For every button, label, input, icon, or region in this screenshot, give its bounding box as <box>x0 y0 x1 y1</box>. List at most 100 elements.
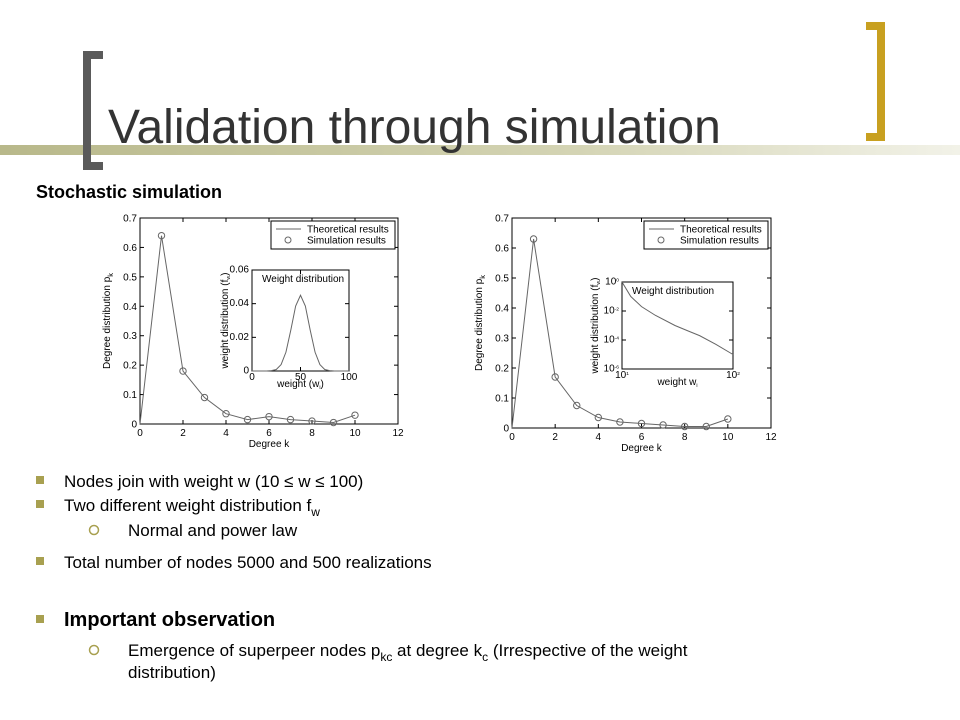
y-tick-label: 0.4 <box>123 302 137 313</box>
legend-swatch <box>284 236 292 244</box>
tick-exponent: -4 <box>615 336 620 342</box>
data-point <box>529 235 538 243</box>
y-tick-label: 0.04 <box>230 298 250 309</box>
legend-label: Theoretical results <box>307 225 389 236</box>
data-point <box>659 421 667 429</box>
title-rule <box>0 145 960 155</box>
subscript: k <box>106 273 115 277</box>
data-point <box>200 393 209 402</box>
subscript: kc <box>380 650 392 664</box>
y-tick-label: 100 <box>605 276 619 287</box>
text: Emergence of superpeer nodes p <box>128 641 380 660</box>
inset-title: Weight distribution <box>262 274 344 285</box>
tick-base: 10 <box>604 363 616 374</box>
y-tick-label: 0.06 <box>230 264 250 275</box>
x-axis-label: Degree k <box>249 439 291 450</box>
tick-exponent: 1 <box>626 371 629 377</box>
y-tick-label: 0 <box>131 420 137 431</box>
data-point <box>243 415 252 424</box>
y-tick-label: 0.3 <box>123 331 137 342</box>
plot-frame <box>251 269 350 372</box>
x-axis-label: weight (wi) <box>276 379 324 391</box>
y-axis-label: weight distribution (fw) <box>220 272 232 369</box>
data-point <box>680 422 689 431</box>
y-tick-label: 0.1 <box>123 390 137 401</box>
bullet <box>36 500 44 508</box>
data-line <box>252 294 349 372</box>
tick-exponent: -6 <box>615 365 620 371</box>
legend-box <box>270 220 396 250</box>
data-point <box>616 418 624 426</box>
x-axis-label: weight wi <box>656 377 697 389</box>
y-tick-label: 0.5 <box>123 272 137 283</box>
right-bracket <box>866 22 885 141</box>
x-tick-label: 100 <box>341 372 358 383</box>
subtitle: Stochastic simulation <box>36 182 222 202</box>
subscript: c <box>482 650 488 664</box>
tick-base: 10 <box>604 305 616 316</box>
y-axis-label: weight distribution (fw) <box>590 277 602 374</box>
text: ) <box>590 277 601 280</box>
data-point <box>573 401 581 410</box>
x-tick-label: 8 <box>682 432 688 443</box>
x-tick-label: 4 <box>596 432 602 443</box>
legend-box <box>643 220 769 250</box>
y-tick-label: 0 <box>243 365 249 376</box>
x-tick-label: 2 <box>552 432 558 443</box>
y-tick-label: 0.7 <box>495 214 509 225</box>
inset-title: Weight distribution <box>632 286 714 297</box>
data-point <box>308 417 316 425</box>
sub-bullet <box>88 524 100 536</box>
bullet-text: Two different weight distribution fw <box>64 496 320 519</box>
tick-exponent: -2 <box>615 307 620 313</box>
text: ) <box>321 379 324 390</box>
x-tick-label: 8 <box>309 428 315 439</box>
y-tick-label: 0.4 <box>495 304 509 315</box>
text: (Irrespective of the weight <box>488 641 688 660</box>
y-tick-label: 0.3 <box>495 334 509 345</box>
y-tick-label: 0.5 <box>495 274 509 285</box>
text: weight (w <box>276 379 320 390</box>
data-point <box>179 367 187 375</box>
x-tick-label: 6 <box>266 428 272 439</box>
x-tick-label: 0 <box>249 372 255 383</box>
data-point <box>286 415 295 424</box>
y-axis-label: Degree distribution pk <box>102 273 115 369</box>
x-tick-label: 101 <box>615 370 629 381</box>
subscript: i <box>696 383 697 389</box>
plot-frame <box>621 281 734 370</box>
legend-label: Simulation results <box>680 236 759 247</box>
legend-label: Simulation results <box>307 236 386 247</box>
data-point <box>351 411 359 419</box>
subscript: i <box>319 385 320 391</box>
bullet-text: Nodes join with weight w (10 ≤ w ≤ 100) <box>64 472 363 491</box>
data-point <box>222 410 230 418</box>
data-line <box>621 281 734 355</box>
bullets: Nodes join with weight w (10 ≤ w ≤ 100) … <box>36 472 688 682</box>
data-point <box>702 422 710 431</box>
tick-base: 10 <box>604 334 616 345</box>
x-tick-label: 50 <box>295 372 307 383</box>
text: Two different weight distribution f <box>64 496 312 515</box>
x-tick-label: 10 <box>349 428 361 439</box>
text: ) <box>220 272 231 275</box>
x-tick-label: 2 <box>180 428 186 439</box>
left-bracket <box>83 51 103 170</box>
y-tick-label: 10-6 <box>604 363 620 374</box>
x-tick-label: 4 <box>223 428 229 439</box>
slide-title: Validation through simulation <box>108 101 721 154</box>
data-point <box>265 412 273 421</box>
bullet <box>36 557 44 565</box>
text: weight distribution (f <box>590 284 601 374</box>
y-tick-label: 0.02 <box>230 332 250 343</box>
y-tick-label: 0.2 <box>495 364 509 375</box>
text: at degree k <box>392 641 482 660</box>
y-tick-label: 10-4 <box>604 334 620 345</box>
bullet-text: Emergence of superpeer nodes pkc at degr… <box>128 641 688 664</box>
sub-bullet <box>88 644 100 656</box>
data-line <box>139 235 356 425</box>
data-point <box>551 373 559 381</box>
